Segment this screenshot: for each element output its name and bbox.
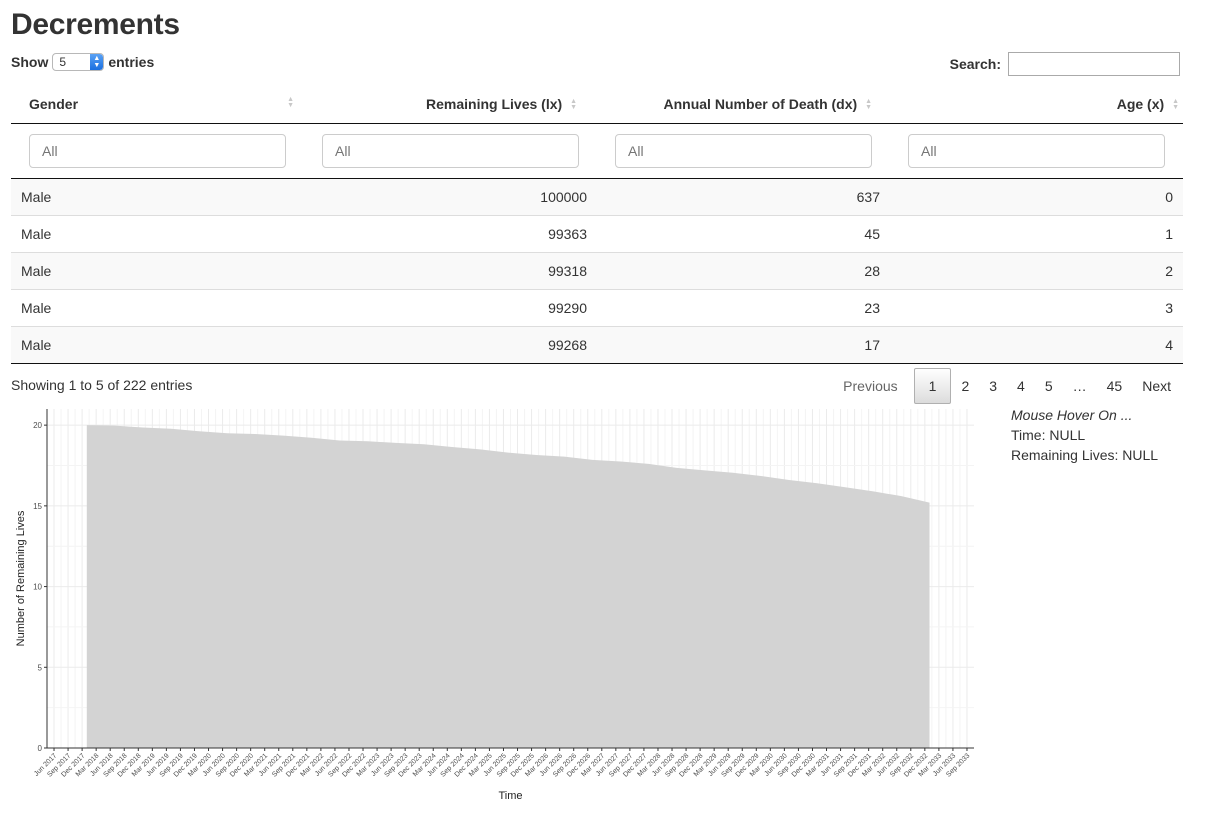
y-tick-label: 15 bbox=[33, 502, 42, 511]
cell-gender: Male bbox=[11, 215, 304, 253]
table-info: Showing 1 to 5 of 222 entries bbox=[11, 377, 193, 393]
cell-remaining-lives: 99268 bbox=[304, 326, 597, 364]
y-tick-label: 10 bbox=[33, 583, 42, 592]
table-row[interactable]: Male 99363 45 1 bbox=[11, 215, 1183, 253]
column-label: Age (x) bbox=[1116, 96, 1165, 112]
filter-input-annual-deaths[interactable] bbox=[615, 134, 872, 168]
page-button-3[interactable]: 3 bbox=[989, 378, 998, 394]
column-header-remaining-lives[interactable]: Remaining Lives (lx) ▲ ▼ bbox=[304, 85, 597, 124]
sort-icon: ▲ ▼ bbox=[287, 96, 294, 109]
sort-icon: ▲ ▼ bbox=[570, 98, 577, 112]
cell-remaining-lives: 99290 bbox=[304, 289, 597, 327]
y-tick-label: 20 bbox=[33, 421, 42, 430]
search-input[interactable] bbox=[1008, 52, 1180, 76]
cell-annual-deaths: 637 bbox=[597, 178, 890, 216]
cell-gender: Male bbox=[11, 252, 304, 290]
cell-age: 4 bbox=[890, 326, 1183, 364]
page-button-4[interactable]: 4 bbox=[1017, 378, 1025, 394]
column-header-annual-deaths[interactable]: Annual Number of Death (dx) ▲ ▼ bbox=[597, 85, 890, 124]
sort-icon: ▲ ▼ bbox=[1172, 98, 1179, 112]
column-label: Gender bbox=[29, 96, 79, 112]
y-tick-label: 0 bbox=[38, 744, 43, 753]
cell-age: 3 bbox=[890, 289, 1183, 327]
table-row[interactable]: Male 99268 17 4 bbox=[11, 326, 1183, 364]
hover-info-panel: Mouse Hover On ... Time: NULL Remaining … bbox=[1011, 405, 1158, 465]
table-row[interactable]: Male 100000 637 0 bbox=[11, 178, 1183, 216]
cell-age: 1 bbox=[890, 215, 1183, 253]
entries-label: entries bbox=[108, 54, 155, 70]
next-button[interactable]: Next bbox=[1142, 378, 1171, 394]
column-header-age[interactable]: Age (x) ▲ ▼ bbox=[890, 85, 1183, 124]
select-arrows-icon: ▲ ▼ bbox=[90, 54, 104, 70]
page-button-1[interactable]: 1 bbox=[913, 368, 952, 404]
table-row[interactable]: Male 99318 28 2 bbox=[11, 252, 1183, 290]
cell-annual-deaths: 17 bbox=[597, 326, 890, 364]
cell-age: 2 bbox=[890, 252, 1183, 290]
y-tick-labels: 0 5 10 15 20 bbox=[33, 421, 47, 753]
cell-annual-deaths: 23 bbox=[597, 289, 890, 327]
page-button-5[interactable]: 5 bbox=[1044, 378, 1053, 394]
show-label: Show bbox=[11, 54, 49, 70]
y-tick-label: 5 bbox=[38, 663, 43, 672]
cell-remaining-lives: 99363 bbox=[304, 215, 597, 253]
cell-gender: Male bbox=[11, 289, 304, 327]
cell-gender: Male bbox=[11, 178, 304, 216]
page-ellipsis: … bbox=[1072, 378, 1087, 394]
filter-input-remaining-lives[interactable] bbox=[322, 134, 579, 168]
cell-remaining-lives: 100000 bbox=[304, 178, 597, 216]
cell-annual-deaths: 45 bbox=[597, 215, 890, 253]
page-title: Decrements bbox=[11, 8, 180, 41]
search-label: Search: bbox=[949, 56, 1001, 72]
hover-title: Mouse Hover On ... bbox=[1011, 407, 1133, 423]
chart-axes bbox=[46, 409, 974, 749]
remaining-lives-area bbox=[86, 425, 930, 748]
filter-input-gender[interactable] bbox=[29, 134, 286, 168]
hover-time: Time: NULL bbox=[1011, 427, 1086, 443]
filter-row bbox=[11, 123, 1183, 179]
cell-remaining-lives: 99318 bbox=[304, 252, 597, 290]
search-control: Search: bbox=[950, 52, 1180, 76]
column-header-gender[interactable]: Gender ▲ ▼ bbox=[11, 85, 304, 124]
column-label: Annual Number of Death (dx) bbox=[663, 96, 858, 112]
entries-select[interactable]: 5 ▲ ▼ bbox=[52, 53, 105, 71]
page-button-45[interactable]: 45 bbox=[1106, 378, 1123, 394]
y-axis-label: Number of Remaining Lives bbox=[15, 510, 27, 646]
sort-icon: ▲ ▼ bbox=[865, 98, 872, 112]
x-axis-label: Time bbox=[498, 790, 522, 802]
page-button-2[interactable]: 2 bbox=[961, 378, 970, 394]
entries-select-value: 5 bbox=[59, 55, 67, 69]
filter-input-age[interactable] bbox=[908, 134, 1165, 168]
table-row[interactable]: Male 99290 23 3 bbox=[11, 289, 1183, 327]
previous-button[interactable]: Previous bbox=[843, 378, 898, 394]
column-label: Remaining Lives (lx) bbox=[426, 96, 563, 112]
decrements-table: Gender ▲ ▼ Remaining Lives (lx) ▲ ▼ Annual… bbox=[11, 85, 1183, 364]
pagination: Previous 1 2 3 4 5 … 45 Next bbox=[833, 368, 1181, 404]
cell-gender: Male bbox=[11, 326, 304, 364]
length-control: Show 5 ▲ ▼ entries bbox=[11, 53, 154, 71]
cell-annual-deaths: 28 bbox=[597, 252, 890, 290]
hover-remaining-lives: Remaining Lives: NULL bbox=[1011, 447, 1159, 463]
cell-age: 0 bbox=[890, 178, 1183, 216]
